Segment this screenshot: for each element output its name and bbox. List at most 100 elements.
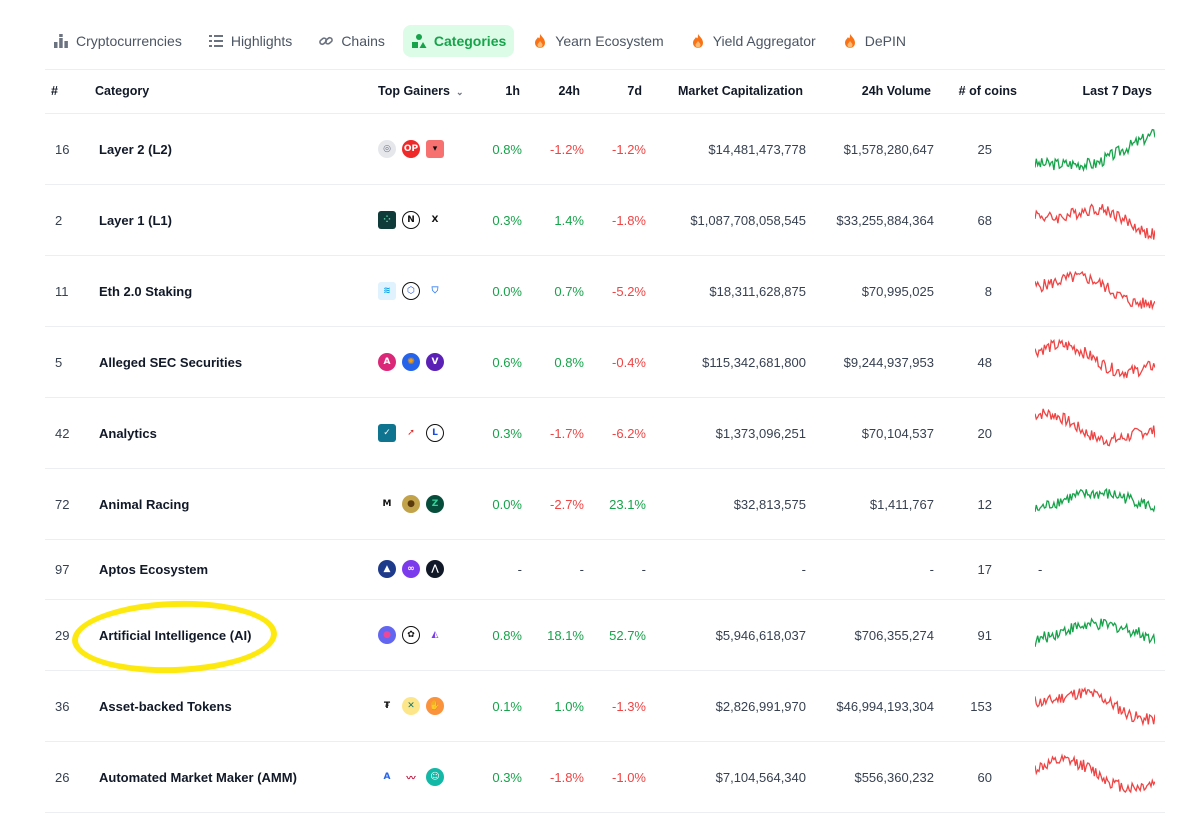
change-7d: -0.4% xyxy=(612,355,646,370)
wave-token-icon[interactable]: 〰 xyxy=(402,768,420,786)
change-24h: -2.7% xyxy=(550,497,584,512)
grid-token-icon[interactable]: ⁘ xyxy=(378,211,396,229)
top-gainers-icons: ◎ OP ▾ xyxy=(378,140,450,158)
sparkline-path xyxy=(1035,686,1155,727)
tab-cryptocurrencies[interactable]: Cryptocurrencies xyxy=(45,25,190,57)
imx-icon[interactable]: ▾ xyxy=(426,140,444,158)
top-gainers-icons: ▲ ∞ ⋀ xyxy=(378,560,450,578)
tether-icon[interactable]: ₮ xyxy=(378,697,396,715)
stakewise-icon[interactable]: ≋ xyxy=(378,282,396,300)
globe-token-icon[interactable]: ✺ xyxy=(402,353,420,371)
table-row[interactable]: 29 Artificial Intelligence (AI) ● ✿ ◭ 0.8% 18.… xyxy=(45,600,1165,671)
table-row[interactable]: 16 Layer 2 (L2) ◎ OP ▾ 0.8% -1.2% -1.2% $14,481,… xyxy=(45,114,1165,185)
shapes-icon xyxy=(411,33,427,49)
change-1h: 0.6% xyxy=(492,355,522,370)
ankr-icon[interactable]: ⬡ xyxy=(402,282,420,300)
n-token-icon[interactable]: N xyxy=(402,211,420,229)
category-name-link[interactable]: Analytics xyxy=(99,426,157,441)
tab-highlights[interactable]: Highlights xyxy=(200,25,300,57)
change-1h: - xyxy=(517,562,522,577)
aptos-token-icon[interactable]: ▲ xyxy=(378,560,396,578)
x-circle-token-icon[interactable]: ✕ xyxy=(402,697,420,715)
coin-count: 12 xyxy=(977,497,992,512)
header-24h[interactable]: 24h xyxy=(558,84,580,98)
table-row[interactable]: 11 Eth 2.0 Staking ≋ ⬡ ⛉ 0.0% 0.7% -5.2% $18,311… xyxy=(45,256,1165,327)
category-name-link[interactable]: Layer 1 (L1) xyxy=(99,213,172,228)
tab-chains[interactable]: Chains xyxy=(310,25,393,57)
orb-token-icon[interactable]: ● xyxy=(378,626,396,644)
table-row[interactable]: 2 Layer 1 (L1) ⁘ N X 0.3% 1.4% -1.8% $1,087,708,… xyxy=(45,185,1165,256)
change-1h: 0.1% xyxy=(492,699,522,714)
header-top-gainers[interactable]: Top Gainers ⌄ xyxy=(378,84,464,98)
openai-like-icon[interactable]: ✿ xyxy=(402,626,420,644)
hand-token-icon[interactable]: ✋ xyxy=(426,697,444,715)
top-gainers-icons: A ✺ V xyxy=(378,353,450,371)
category-name-link[interactable]: Aptos Ecosystem xyxy=(99,562,209,577)
m-token-icon[interactable]: M xyxy=(378,495,396,513)
table-row[interactable]: 36 Asset-backed Tokens ₮ ✕ ✋ 0.1% 1.0% -1.3% $2,… xyxy=(45,671,1165,742)
header-category[interactable]: Category xyxy=(95,84,150,98)
header-last-7-days: Last 7 Days xyxy=(1082,84,1152,98)
top-gainers-icons: ⁘ N X xyxy=(378,211,450,229)
top-gainers-icons: ● ✿ ◭ xyxy=(378,626,450,644)
optimism-icon[interactable]: OP xyxy=(402,140,420,158)
category-name-link[interactable]: Automated Market Maker (AMM) xyxy=(99,770,297,785)
row-rank: 97 xyxy=(55,562,70,577)
coin-token-icon[interactable]: ● xyxy=(402,495,420,513)
sparkline-7d xyxy=(1035,338,1155,380)
market-cap-value: $1,373,096,251 xyxy=(715,426,806,441)
market-cap-value: $7,104,564,340 xyxy=(715,770,806,785)
header-num-coins[interactable]: # of coins xyxy=(958,84,1017,98)
volume-24h-value: - xyxy=(929,562,934,577)
triangle-token-icon[interactable]: ◭ xyxy=(426,626,444,644)
sort-caret-icon: ⌄ xyxy=(456,87,464,97)
coin-count: 20 xyxy=(977,426,992,441)
sparkline-empty: - xyxy=(1038,562,1043,577)
arbitrum-like-icon[interactable]: ◎ xyxy=(378,140,396,158)
sparkline-7d xyxy=(1035,270,1155,311)
volume-24h-value: $556,360,232 xyxy=(854,770,934,785)
mountain-token-icon[interactable]: ⋀ xyxy=(426,560,444,578)
shield-token-icon[interactable]: ⛉ xyxy=(426,282,444,300)
header-1h[interactable]: 1h xyxy=(505,84,520,98)
tab-yearn-ecosystem[interactable]: Yearn Ecosystem xyxy=(524,25,671,57)
infinity-token-icon[interactable]: ∞ xyxy=(402,560,420,578)
categories-table: # Category Top Gainers ⌄ 1h 24h 7d Market… xyxy=(45,69,1165,813)
category-name-link[interactable]: Layer 2 (L2) xyxy=(99,142,172,157)
arrow-token-icon[interactable]: ➚ xyxy=(402,424,420,442)
tab-categories[interactable]: Categories xyxy=(402,25,515,57)
z-token-icon[interactable]: Z xyxy=(426,495,444,513)
category-name-link[interactable]: Alleged SEC Securities xyxy=(99,355,243,370)
change-24h: - xyxy=(579,562,584,577)
sparkline-path xyxy=(1035,270,1155,311)
header-7d[interactable]: 7d xyxy=(627,84,642,98)
coin-count: 60 xyxy=(977,770,992,785)
tab-depin[interactable]: DePIN xyxy=(834,25,914,57)
check-token-icon[interactable]: ✓ xyxy=(378,424,396,442)
v-token-icon[interactable]: V xyxy=(426,353,444,371)
table-row[interactable]: 72 Animal Racing M ● Z 0.0% -2.7% 23.1% $32,813,… xyxy=(45,469,1165,540)
ghost-token-icon[interactable]: ☺ xyxy=(426,768,444,786)
volume-24h-value: $70,104,537 xyxy=(861,426,934,441)
header-rank[interactable]: # xyxy=(51,84,58,98)
category-name-link[interactable]: Artificial Intelligence (AI) xyxy=(99,628,252,643)
category-name-link[interactable]: Eth 2.0 Staking xyxy=(99,284,193,299)
change-7d: -1.8% xyxy=(612,213,646,228)
row-rank: 5 xyxy=(55,355,63,370)
table-row[interactable]: 97 Aptos Ecosystem ▲ ∞ ⋀ - - - - - 17 - xyxy=(45,540,1165,600)
l-token-icon[interactable]: L xyxy=(426,424,444,442)
category-name-link[interactable]: Animal Racing xyxy=(99,497,190,512)
table-row[interactable]: 42 Analytics ✓ ➚ L 0.3% -1.7% -6.2% $1,373,096,2… xyxy=(45,398,1165,469)
row-rank: 29 xyxy=(55,628,70,643)
cardano-icon[interactable]: A xyxy=(378,353,396,371)
table-row[interactable]: 26 Automated Market Maker (AMM) A 〰 ☺ 0.3% -1.… xyxy=(45,742,1165,813)
x-token-icon[interactable]: X xyxy=(426,211,444,229)
header-24h-volume[interactable]: 24h Volume xyxy=(861,84,931,98)
tab-yield-aggregator[interactable]: Yield Aggregator xyxy=(682,25,824,57)
sparkline-7d xyxy=(1035,203,1155,240)
category-name-link[interactable]: Asset-backed Tokens xyxy=(99,699,232,714)
table-row[interactable]: 5 Alleged SEC Securities A ✺ V 0.6% 0.8% -0.4% $… xyxy=(45,327,1165,398)
sparkline-7d xyxy=(1035,488,1155,513)
header-market-cap[interactable]: Market Capitalization xyxy=(677,84,803,98)
a-token-icon[interactable]: A xyxy=(378,768,396,786)
